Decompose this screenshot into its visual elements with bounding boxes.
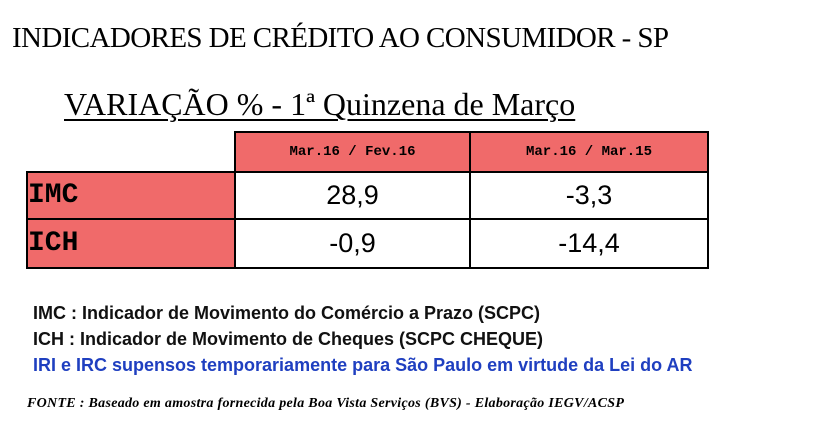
table-row: IMC 28,9 -3,3 <box>26 171 709 220</box>
column-header: Mar.16 / Fev.16 <box>234 131 471 173</box>
row-label-ich: ICH <box>26 218 236 269</box>
indicators-table: Mar.16 / Fev.16 Mar.16 / Mar.15 IMC 28,9… <box>26 131 709 269</box>
table-row: ICH -0,9 -14,4 <box>26 218 709 269</box>
table-cell: -0,9 <box>234 218 471 269</box>
table-corner-cell <box>27 132 236 173</box>
legend-imc: IMC : Indicador de Movimento do Comércio… <box>33 303 541 323</box>
page-title: INDICADORES DE CRÉDITO AO CONSUMIDOR - S… <box>12 22 669 54</box>
table-cell: -14,4 <box>469 218 709 269</box>
table-cell: 28,9 <box>234 171 471 220</box>
legend-note: IRI e IRC supensos temporariamente para … <box>33 355 693 375</box>
column-header: Mar.16 / Mar.15 <box>469 131 709 173</box>
table-header-row: Mar.16 / Fev.16 Mar.16 / Mar.15 <box>27 131 709 173</box>
legend-ich: ICH : Indicador de Movimento de Cheques … <box>33 329 544 349</box>
row-label-imc: IMC <box>26 171 236 220</box>
table-cell: -3,3 <box>469 171 709 220</box>
source-note: FONTE : Baseado em amostra fornecida pel… <box>27 396 625 411</box>
legend: IMC : Indicador de Movimento do Comércio… <box>33 300 693 378</box>
page-subtitle: VARIAÇÃO % - 1ª Quinzena de Março <box>64 86 576 122</box>
